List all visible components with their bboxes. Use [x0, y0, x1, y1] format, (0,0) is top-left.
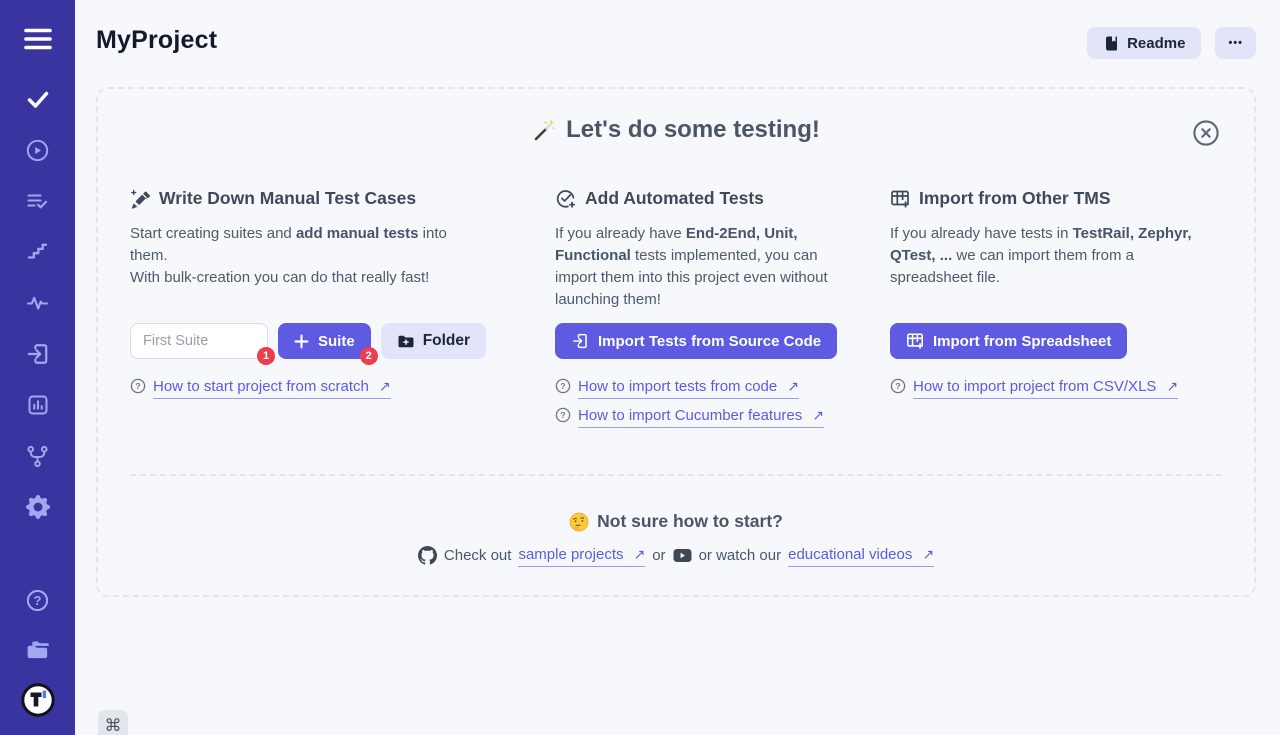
card-title: Let's do some testing! [532, 116, 820, 144]
add-suite-button[interactable]: Suite [278, 323, 371, 359]
import-spreadsheet-button[interactable]: Import from Spreadsheet [890, 323, 1128, 359]
sidebar-nav [18, 84, 58, 543]
check-circle-plus-icon [555, 188, 576, 209]
thinking-face-icon [569, 512, 589, 532]
column-title: Import from Other TMS [919, 188, 1111, 208]
runs-play-icon[interactable] [18, 135, 58, 165]
footer-links-line: Check out sample projects ↗ or or watch o… [130, 544, 1222, 567]
external-link-icon: ↗ [633, 546, 646, 562]
dashed-divider [130, 474, 1222, 476]
footer-title: Not sure how to start? [130, 511, 1222, 532]
folder-plus-icon [397, 333, 415, 350]
external-link-icon: ↗ [812, 407, 824, 423]
import-source-code-button[interactable]: Import Tests from Source Code [555, 323, 838, 359]
sidebar: ? [0, 0, 75, 735]
question-circle-icon: ? [555, 378, 571, 394]
column-title: Add Automated Tests [585, 188, 764, 208]
column-title: Write Down Manual Test Cases [159, 188, 417, 208]
more-options-button[interactable]: ••• [1215, 27, 1256, 59]
onboarding-card: Let's do some testing! Write Down Manual… [96, 87, 1256, 597]
import-cucumber-link[interactable]: How to import Cucumber features ↗ [578, 405, 824, 428]
tests-check-icon[interactable] [18, 84, 58, 114]
youtube-icon [673, 548, 692, 563]
keyboard-shortcuts-button[interactable]: ⌘ [98, 710, 128, 735]
help-link-row: ? How to import Cucumber features ↗ [555, 405, 858, 428]
pulse-icon[interactable] [18, 288, 58, 318]
svg-text:?: ? [135, 381, 140, 391]
help-link-row: ? How to start project from scratch ↗ [130, 376, 523, 399]
hint-badge-2: 2 [359, 347, 378, 365]
column-import-tms: Import from Other TMS If you already hav… [890, 188, 1222, 428]
close-icon[interactable] [1192, 119, 1220, 147]
svg-text:?: ? [34, 593, 42, 608]
table-plus-icon [907, 333, 923, 349]
import-from-code-link[interactable]: How to import tests from code ↗ [578, 376, 799, 399]
educational-videos-link[interactable]: educational videos ↗ [788, 544, 935, 567]
column-1-header: Write Down Manual Test Cases [130, 188, 523, 209]
plans-list-check-icon[interactable] [18, 186, 58, 216]
help-link-row: ? How to import project from CSV/XLS ↗ [890, 376, 1222, 399]
question-circle-icon: ? [130, 378, 146, 394]
topbar: MyProject Readme ••• [75, 0, 1280, 70]
external-link-icon: ↗ [378, 378, 391, 394]
help-link-row: ? How to import tests from code ↗ [555, 376, 858, 399]
projects-folders-icon[interactable] [18, 635, 58, 665]
question-circle-icon: ? [555, 407, 571, 423]
branches-icon[interactable] [18, 441, 58, 471]
steps-icon[interactable] [18, 237, 58, 267]
import-icon [573, 333, 587, 349]
command-icon: ⌘ [104, 716, 122, 735]
column-description: If you already have End-2End, Unit, Func… [555, 225, 828, 308]
add-folder-button[interactable]: Folder [380, 323, 487, 359]
column-description: Start creating suites and add manual tes… [130, 225, 447, 286]
column-2-header: Add Automated Tests [555, 188, 858, 209]
column-description: If you already have tests in TestRail, Z… [890, 225, 1192, 286]
settings-gear-icon[interactable] [18, 492, 58, 522]
main-content: MyProject Readme ••• Let's do some testi… [75, 0, 1280, 735]
pen-plus-icon [130, 189, 150, 209]
import-csv-link[interactable]: How to import project from CSV/XLS ↗ [913, 376, 1179, 399]
magic-wand-icon [532, 117, 556, 143]
ellipsis-icon: ••• [1228, 37, 1243, 49]
page-title: MyProject [96, 26, 218, 54]
app-logo[interactable] [18, 683, 58, 717]
readme-button[interactable]: Readme [1087, 27, 1202, 59]
hint-badge-1: 1 [257, 347, 275, 365]
sample-projects-link[interactable]: sample projects ↗ [518, 544, 646, 567]
plus-icon [294, 334, 309, 348]
hamburger-icon[interactable] [18, 24, 58, 54]
external-link-icon: ↗ [1166, 378, 1179, 394]
column-automated-tests: Add Automated Tests If you already have … [555, 188, 858, 428]
help-icon[interactable]: ? [18, 585, 58, 615]
svg-text:?: ? [560, 381, 565, 391]
analytics-icon[interactable] [18, 390, 58, 420]
svg-text:?: ? [895, 381, 900, 391]
external-link-icon: ↗ [787, 378, 799, 394]
column-3-header: Import from Other TMS [890, 188, 1222, 209]
table-plus-icon [890, 189, 910, 209]
suite-name-input[interactable] [130, 323, 268, 359]
question-circle-icon: ? [890, 378, 906, 394]
external-link-icon: ↗ [922, 546, 935, 562]
how-to-start-link[interactable]: How to start project from scratch ↗ [153, 376, 391, 399]
book-icon [1103, 35, 1119, 52]
import-icon[interactable] [18, 339, 58, 369]
svg-text:?: ? [560, 410, 565, 420]
column-manual-tests: Write Down Manual Test Cases Start creat… [130, 188, 523, 428]
github-icon [417, 546, 437, 565]
sidebar-bottom: ? [18, 585, 58, 735]
